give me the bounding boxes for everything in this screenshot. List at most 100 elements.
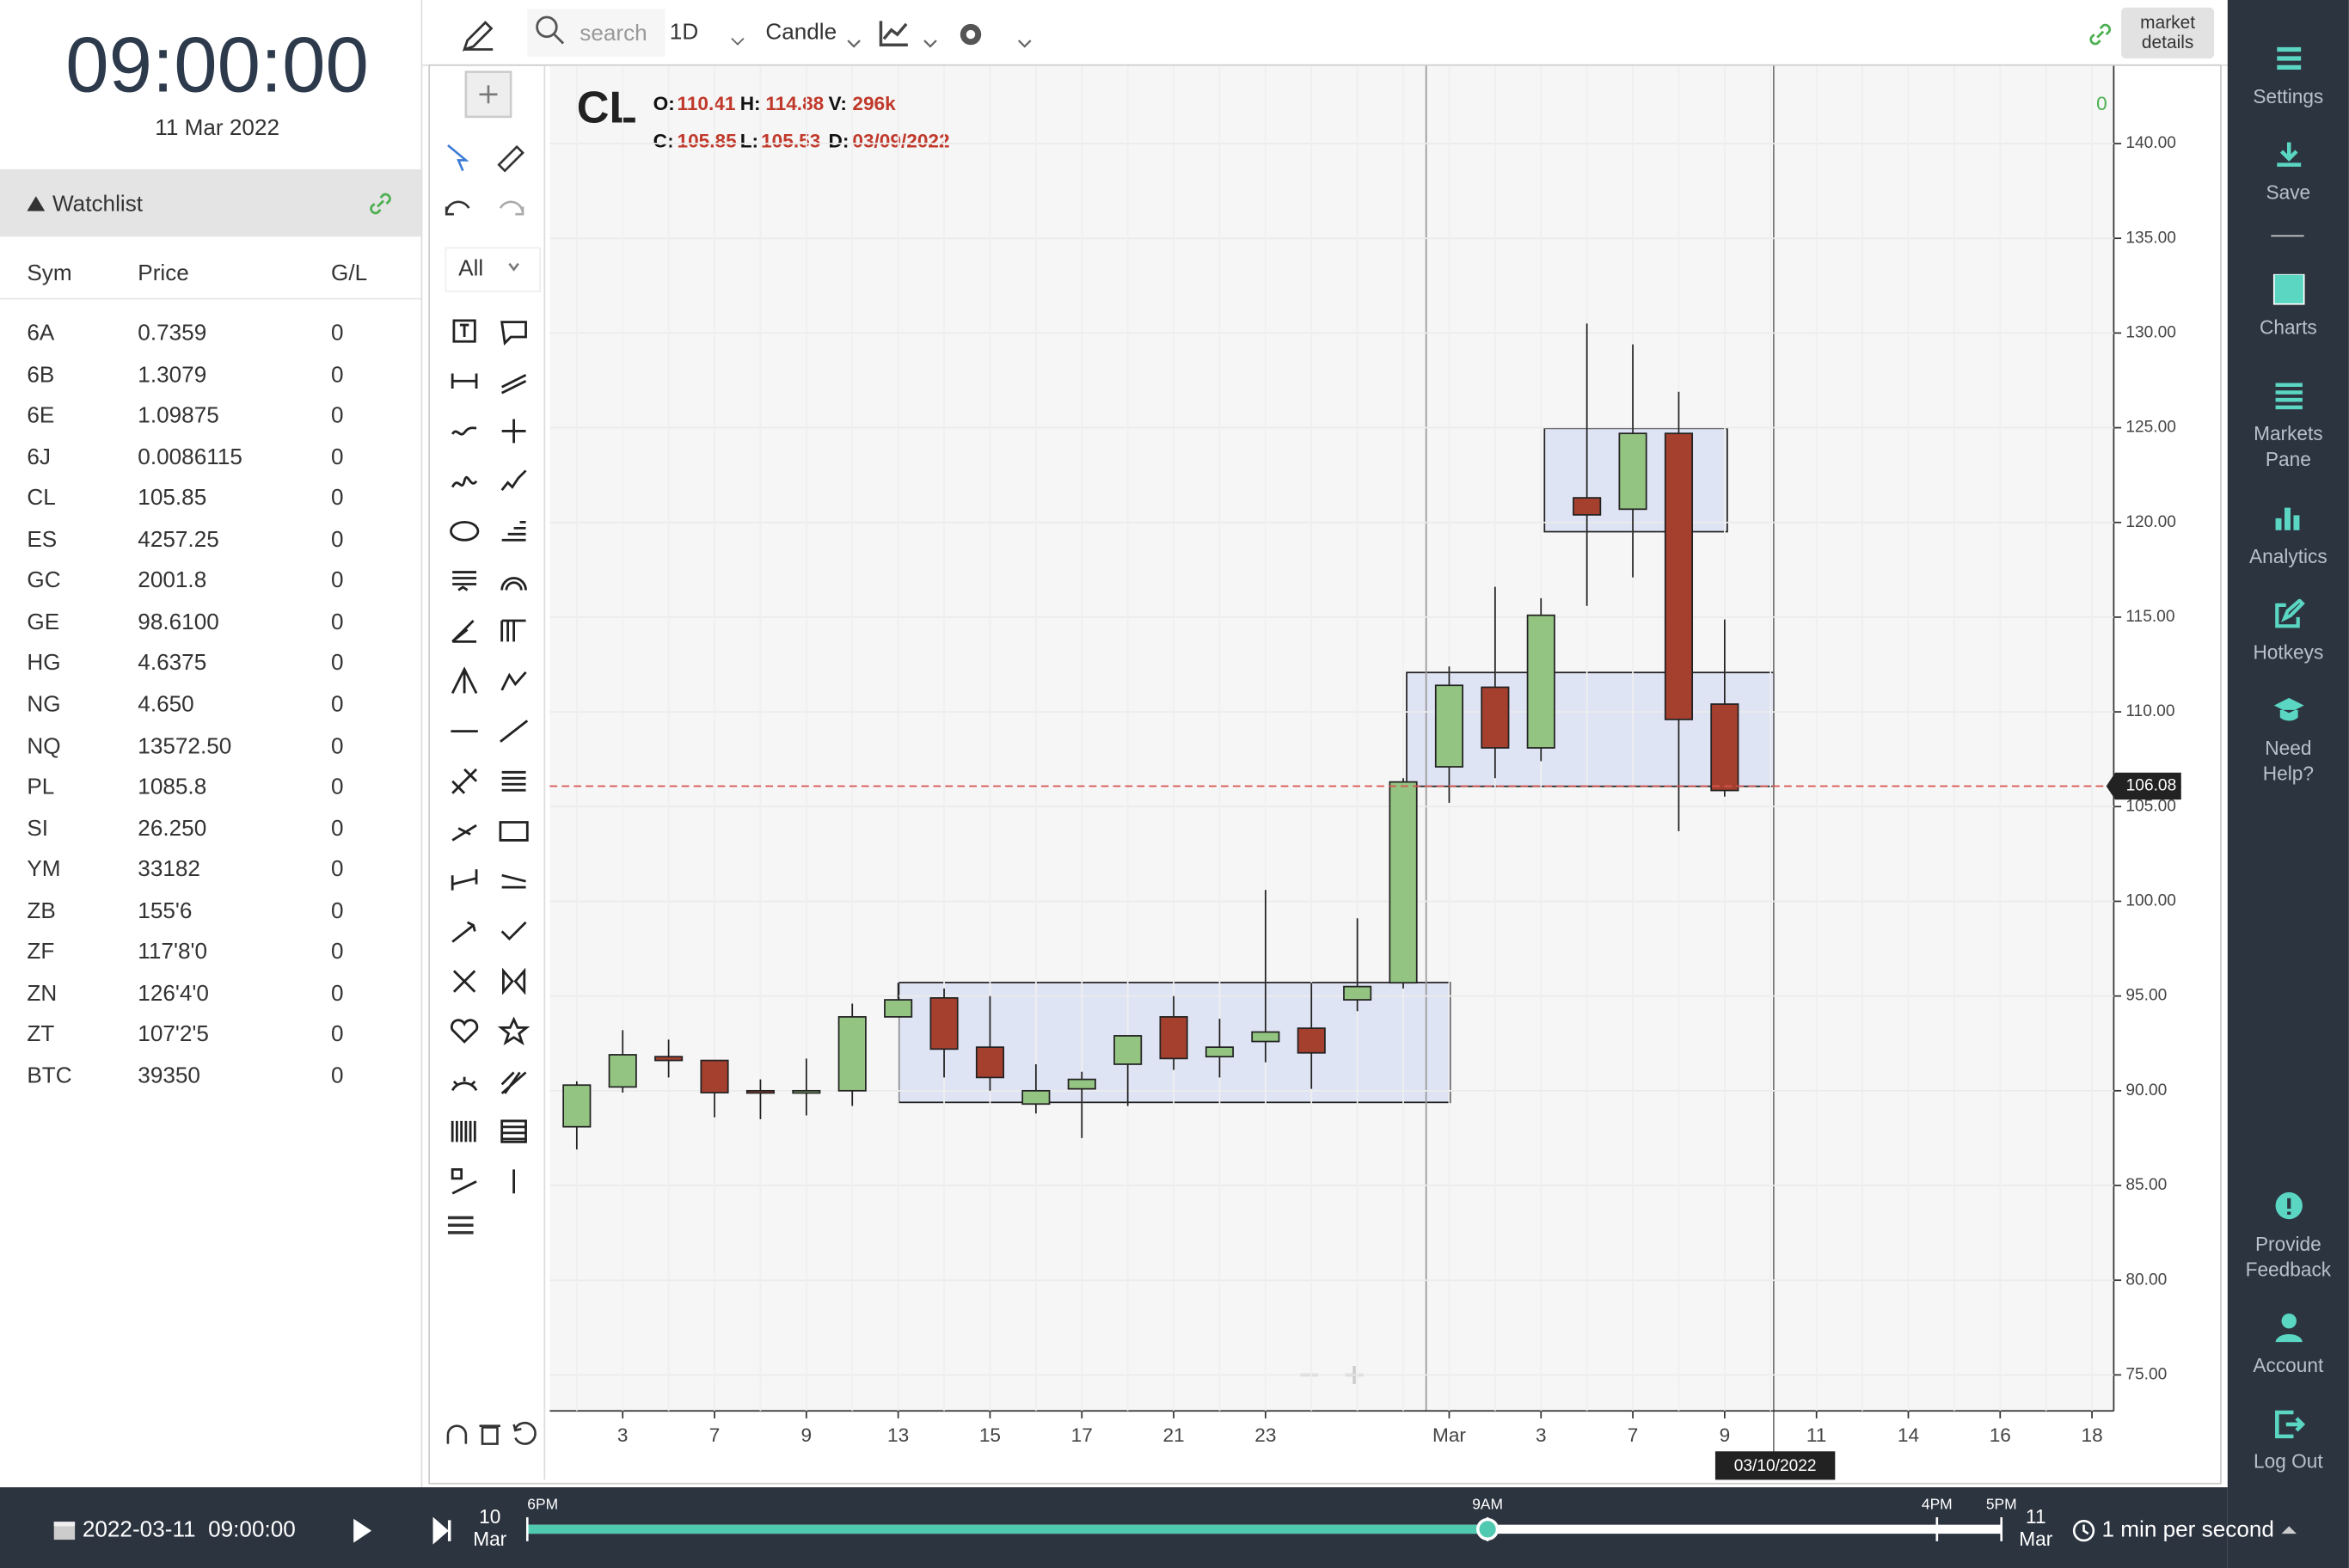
watchlist-cell[interactable]: SI	[27, 815, 49, 842]
tool-icon[interactable]	[452, 970, 476, 993]
tool-icon[interactable]	[497, 1016, 531, 1046]
toolbar-icons[interactable]	[728, 15, 1043, 53]
tool-icon[interactable]	[451, 1167, 477, 1195]
watchlist-cell[interactable]: 0	[331, 567, 344, 594]
playback-controls[interactable]	[347, 1514, 467, 1547]
sidebar-item[interactable]: Settings	[2228, 44, 2349, 110]
tool-icon[interactable]	[500, 671, 527, 691]
watchlist-cell[interactable]: HG	[27, 650, 61, 677]
watchlist-cell[interactable]: 39350	[138, 1063, 200, 1089]
watchlist-cell[interactable]: 1085.8	[138, 774, 207, 800]
tool-icon[interactable]	[450, 520, 480, 542]
sidebar-item[interactable]: Hotkeys	[2228, 597, 2349, 665]
watchlist-cell[interactable]: 0	[331, 732, 344, 759]
calendar-icon[interactable]	[52, 1517, 77, 1541]
watchlist-cell[interactable]: 13572.50	[138, 732, 232, 759]
tool-icon[interactable]	[452, 319, 476, 343]
tool-filter[interactable]	[445, 247, 541, 292]
speed-icon[interactable]	[2072, 1519, 2096, 1543]
tool-icon[interactable]	[451, 768, 478, 794]
tool-icon[interactable]	[451, 373, 478, 389]
watchlist-cell[interactable]: 6J	[27, 444, 51, 470]
tool-icon[interactable]	[451, 921, 476, 943]
watchlist-cell[interactable]: 1.3079	[138, 361, 207, 388]
sidebar-item[interactable]: Charts	[2228, 273, 2349, 340]
watchlist-cell[interactable]: 0	[331, 361, 344, 388]
link-icon[interactable]	[369, 192, 393, 216]
sidebar-item[interactable]: Account	[2228, 1312, 2349, 1378]
tool-icon[interactable]	[500, 1119, 527, 1143]
watchlist-cell[interactable]: NG	[27, 691, 61, 718]
watchlist-cell[interactable]: 117'8'0	[138, 939, 208, 965]
tool-icon[interactable]	[452, 571, 477, 591]
watchlist-cell[interactable]: 0	[331, 526, 344, 553]
watchlist-cell[interactable]: 0	[331, 691, 344, 718]
watchlist-cell[interactable]: 0	[331, 320, 344, 346]
watchlist-cell[interactable]: YM	[27, 856, 61, 883]
tool-icon[interactable]	[500, 921, 527, 941]
tool-icon[interactable]	[501, 520, 526, 542]
tool-icon[interactable]	[502, 967, 526, 995]
watchlist-cell[interactable]: ZT	[27, 1021, 55, 1048]
watchlist-cell[interactable]: 107'2'5	[138, 1021, 209, 1048]
watchlist-cell[interactable]: 0	[331, 774, 344, 800]
watchlist-cell[interactable]: 0.7359	[138, 320, 207, 346]
tool-icon[interactable]	[501, 770, 526, 792]
pencil-icon[interactable]	[460, 18, 496, 54]
sidebar-item[interactable]: Need Help?	[2228, 695, 2349, 786]
watchlist-cell[interactable]: ES	[27, 526, 58, 553]
watchlist-cell[interactable]: 0	[331, 815, 344, 842]
speed-select[interactable]: 1 min per second	[2101, 1516, 2274, 1543]
search-placeholder[interactable]: search	[580, 21, 647, 47]
tool-icon[interactable]	[501, 419, 526, 444]
tool-icon[interactable]	[451, 1076, 478, 1092]
tool-icon[interactable]	[500, 1071, 527, 1094]
watchlist-cell[interactable]: 2001.8	[138, 567, 207, 594]
watchlist-cell[interactable]: NQ	[27, 732, 61, 759]
tool-icons-top[interactable]	[445, 70, 537, 1445]
tool-icon[interactable]	[500, 619, 526, 642]
watchlist-cell[interactable]: CL	[27, 485, 56, 511]
watchlist-cell[interactable]: 0	[331, 650, 344, 677]
tool-filter-label[interactable]: All	[458, 255, 484, 282]
watchlist-cell[interactable]: ZF	[27, 939, 55, 965]
tool-icon[interactable]	[500, 321, 527, 346]
watchlist-cell[interactable]: 0	[331, 402, 344, 429]
watchlist-cell[interactable]: 1.09875	[138, 402, 219, 429]
sidebar-item[interactable]: Provide Feedback	[2228, 1191, 2349, 1282]
tool-icon[interactable]	[500, 577, 527, 591]
watchlist-cell[interactable]: 105.85	[138, 485, 207, 511]
watchlist-cell[interactable]: 0	[331, 939, 344, 965]
tool-icon[interactable]	[500, 720, 529, 743]
watchlist-cell[interactable]: 26.250	[138, 815, 207, 842]
tool-icon[interactable]	[501, 374, 527, 395]
watchlist-cell[interactable]: 0	[331, 1021, 344, 1048]
tool-icon[interactable]	[501, 873, 526, 889]
watchlist-cell[interactable]: 0	[331, 609, 344, 635]
watchlist-cell[interactable]: 6A	[27, 320, 55, 346]
tool-icon[interactable]	[451, 1019, 479, 1044]
tool-icon[interactable]	[500, 469, 527, 491]
tool-icon[interactable]	[451, 620, 477, 643]
watchlist-cell[interactable]: 0.0086115	[138, 444, 242, 470]
watchlist-cell[interactable]: 4.6375	[138, 650, 207, 677]
watchlist-cell[interactable]: 126'4'0	[138, 980, 209, 1007]
watchlist-cell[interactable]: 6E	[27, 402, 55, 429]
watchlist-cell[interactable]: BTC	[27, 1063, 72, 1089]
watchlist-cell[interactable]: 33182	[138, 856, 200, 883]
tool-icon[interactable]	[451, 475, 478, 488]
sidebar-item[interactable]: Log Out	[2228, 1408, 2349, 1474]
interval-select[interactable]: 1D	[669, 19, 699, 46]
watchlist-cell[interactable]: 0	[331, 897, 344, 924]
search-icon[interactable]	[535, 15, 565, 45]
sidebar-item[interactable]: Save	[2228, 139, 2349, 205]
watchlist-cell[interactable]: ZB	[27, 897, 56, 924]
tool-icon[interactable]	[451, 666, 478, 694]
watchlist-cell[interactable]: 0	[331, 485, 344, 511]
tool-icon[interactable]	[451, 426, 477, 436]
tool-icon[interactable]	[499, 821, 529, 842]
watchlist-cell[interactable]: 0	[331, 1063, 344, 1089]
watchlist-cell[interactable]: GE	[27, 609, 60, 635]
sidebar-item[interactable]: Analytics	[2228, 503, 2349, 569]
watchlist-cell[interactable]: PL	[27, 774, 55, 800]
